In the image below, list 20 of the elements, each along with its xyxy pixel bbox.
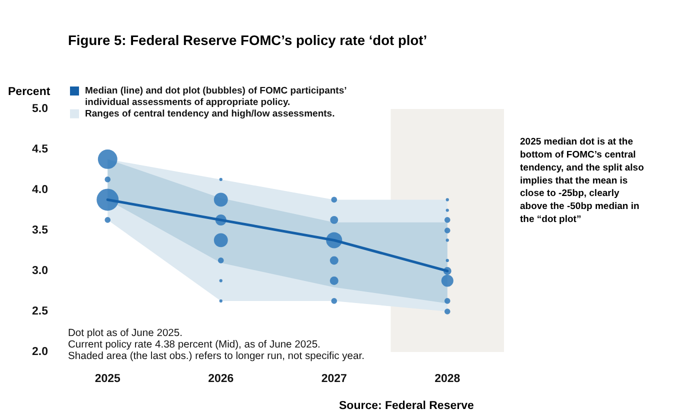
- x-tick-label: 2028: [434, 373, 461, 386]
- annotation: Shaded area (the last obs.) refers to longer run, not specific year.: [68, 351, 364, 362]
- y-tick-label: 3.0: [32, 265, 48, 278]
- y-tick-label: 2.0: [32, 346, 48, 358]
- y-tick-label: 2.5: [32, 306, 49, 318]
- annotation: Dot plot as of June 2025.: [68, 328, 182, 339]
- legend-label: Ranges of central tendency and high/low assessments.: [85, 108, 335, 120]
- y-axis-title: Percent: [8, 86, 50, 98]
- text: 2025 median dot is at the bottom of FOMC’s central tendency, and the split also implies that the mean is close to -25bp, clearly above the -50bp median in the “dot plot”: [520, 136, 644, 226]
- chart-title: Figure 5: Federal Reserve FOMC’s policy rate ‘dot plot’: [68, 32, 428, 48]
- x-tick-label: 2027: [321, 373, 347, 386]
- source-note: Source: Federal Reserve: [339, 400, 474, 412]
- legend-label: Median (line) and dot plot (bubbles) of FOMC participants’ individual assessments of appropriate policy.: [85, 86, 347, 108]
- annotation: Current policy rate 4.38 percent (Mid), as of June 2025.: [68, 339, 320, 350]
- x-tick-label: 2025: [94, 373, 122, 386]
- x-tick-label: 2026: [208, 373, 234, 386]
- y-tick-label: 5.0: [32, 103, 48, 116]
- y-tick-label: 4.0: [32, 184, 48, 196]
- y-tick-label: 4.5: [32, 144, 49, 156]
- y-tick-label: 3.5: [32, 224, 49, 237]
